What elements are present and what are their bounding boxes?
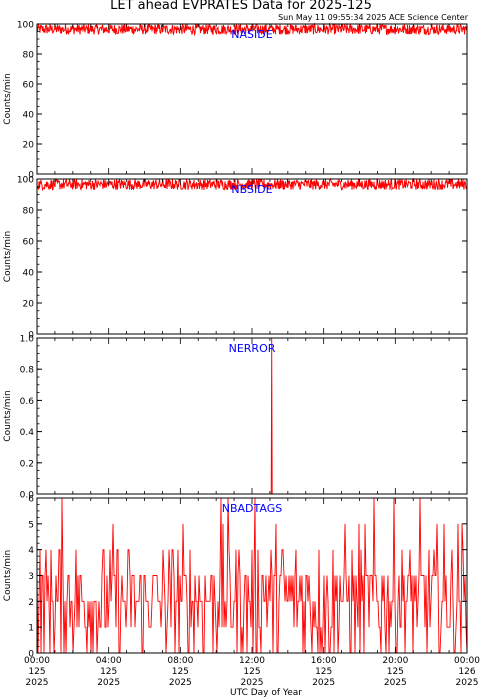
timestamp: Sun May 11 09:55:34 2025 ACE Science Cen… [278, 13, 469, 22]
y-tick-label: 0 [28, 650, 34, 660]
series-label: NBADTAGS [222, 502, 282, 515]
panel-nbadtags: 0 1 2 3 4 5 6 Counts/min NBADTAGS [3, 495, 468, 660]
plot-frame [36, 23, 468, 175]
x-tick-label-doy: 125 [387, 667, 404, 677]
y-tick-label: 40 [23, 111, 35, 121]
x-tick-label-time: 20:00 [382, 656, 408, 666]
x-tick-label-year: 2025 [384, 678, 407, 688]
y-tick-label: 2 [28, 598, 34, 608]
panel-nbside: 0 20 40 60 80 100 Counts/min NBSIDE [3, 176, 468, 341]
x-axis-label: UTC Day of Year [230, 688, 302, 698]
x-tick-label-time: 00:00 [24, 656, 50, 666]
plot-frame [36, 178, 468, 335]
plot-frame [36, 337, 468, 495]
series-label: NASIDE [231, 28, 272, 41]
y-tick-label: 0.6 [20, 397, 35, 407]
series-line-naside [36, 22, 468, 37]
y-axis-label: Counts/min [3, 73, 13, 124]
series-line-nerror [37, 337, 467, 495]
x-tick-label-year: 2025 [26, 678, 49, 688]
y-axis-label: Counts/min [3, 231, 13, 282]
y-tick-label: 20 [23, 141, 35, 151]
y-tick-label: 60 [23, 81, 35, 91]
x-tick-label-year: 2025 [97, 678, 120, 688]
x-tick-label-time: 08:00 [167, 656, 193, 666]
x-tick-label-year: 2025 [456, 678, 479, 688]
y-tick-label: 100 [17, 176, 34, 186]
x-tick-label-time: 12:00 [239, 656, 265, 666]
x-tick-label-year: 2025 [241, 678, 264, 688]
figure-title: LET ahead EVPRATES Data for 2025-125 [110, 0, 372, 13]
series-label: NBSIDE [231, 183, 272, 196]
x-tick-label-year: 2025 [169, 678, 192, 688]
y-tick-label: 5 [28, 520, 34, 530]
x-tick-label-doy: 125 [243, 667, 260, 677]
y-tick-label: 20 [23, 300, 35, 310]
y-tick-label: 3 [28, 572, 34, 582]
y-tick-label: 0.0 [20, 491, 35, 501]
x-axis: 00:00125202504:00125202508:00125202512:0… [24, 656, 480, 688]
y-tick-label: 4 [28, 546, 34, 556]
x-tick-label-time: 04:00 [96, 656, 122, 666]
y-tick-label: 0.2 [20, 459, 34, 469]
y-tick-label: 6 [28, 495, 34, 505]
x-tick-label-time: 00:00 [454, 656, 480, 666]
y-tick-label: 40 [23, 269, 35, 279]
y-tick-label: 80 [23, 51, 35, 61]
y-axis-label: Counts/min [3, 390, 13, 441]
x-tick-label-year: 2025 [312, 678, 335, 688]
y-tick-label: 80 [23, 207, 35, 217]
y-tick-label: 100 [17, 21, 34, 31]
y-tick-label: 0.8 [20, 366, 35, 376]
x-tick-label-doy: 126 [458, 667, 475, 677]
y-tick-label: 0 [28, 331, 34, 341]
series-label: NERROR [229, 342, 276, 355]
x-tick-label-doy: 125 [28, 667, 45, 677]
panel-naside: 0 20 40 60 80 100 Counts/min NASIDE [3, 21, 468, 181]
y-tick-label: 0.4 [20, 428, 35, 438]
y-tick-label: 1.0 [20, 335, 35, 345]
y-axis-label: Counts/min [3, 550, 13, 601]
x-tick-label-doy: 125 [100, 667, 117, 677]
panel-nerror: 0.0 0.2 0.4 0.6 0.8 1.0 Counts/min NERROR [3, 335, 468, 501]
x-tick-label-time: 16:00 [311, 656, 337, 666]
y-tick-label: 1 [28, 624, 34, 634]
x-tick-label-doy: 125 [172, 667, 189, 677]
series-line-nbadtags [36, 497, 468, 654]
y-tick-label: 0 [28, 171, 34, 181]
x-tick-label-doy: 125 [315, 667, 332, 677]
y-tick-label: 60 [23, 238, 35, 248]
panels: 020406080100Counts/minNASIDE020406080100… [3, 21, 468, 660]
